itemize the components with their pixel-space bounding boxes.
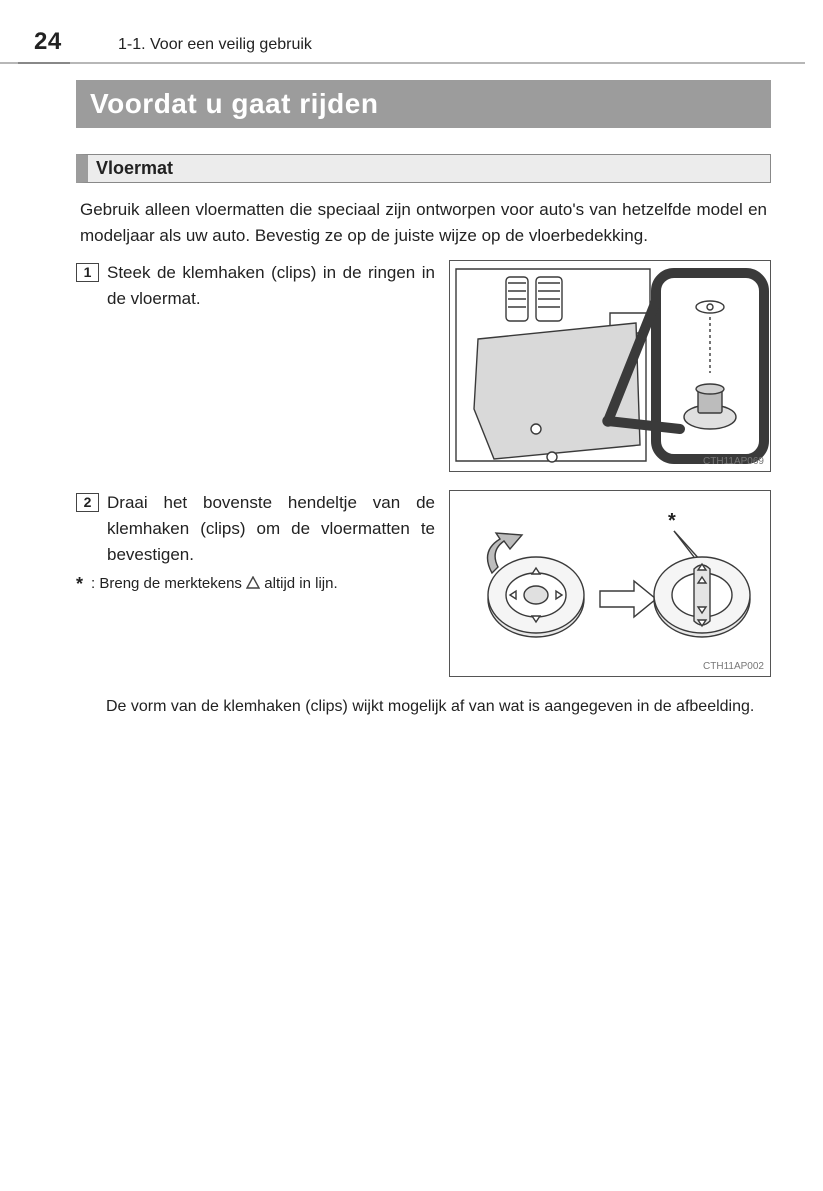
asterisk-marker: *: [76, 575, 83, 593]
section-label: 1-1. Voor een veilig gebruik: [118, 36, 312, 54]
page-number: 24: [34, 28, 62, 56]
step-row: 1 Steek de klemhaken (clips) in de ringe…: [76, 260, 771, 472]
footnote-prefix: : Breng de merktekens: [91, 575, 246, 592]
tail-note: De vorm van de klemhaken (clips) wijkt m…: [106, 695, 771, 719]
figure-floor-mat: CTH11AP069: [449, 260, 771, 472]
figure-code: CTH11AP002: [703, 661, 764, 672]
triangle-icon: [246, 576, 260, 589]
step-text: Steek de klemhaken (clips) in de ringen …: [107, 260, 435, 313]
subheading-box: Vloermat: [76, 154, 771, 183]
step-number-box: 1: [76, 263, 99, 282]
figure-code: CTH11AP069: [703, 456, 764, 467]
header-rule: [0, 62, 805, 64]
page-header: 24 1-1. Voor een veilig gebruik: [0, 28, 823, 62]
step-text-column: 2 Draai het bovenste hendeltje van de kl…: [76, 490, 435, 596]
footnote-suffix: altijd in lijn.: [264, 575, 337, 592]
manual-page: 24 1-1. Voor een veilig gebruik Voordat …: [0, 0, 823, 1191]
step-row: 2 Draai het bovenste hendeltje van de kl…: [76, 490, 771, 677]
page-body: Voordat u gaat rijden Vloermat Gebruik a…: [76, 80, 771, 735]
floor-mat-illustration-icon: [450, 261, 770, 471]
svg-text:*: *: [668, 510, 676, 532]
step-footnote: * : Breng de merktekens altijd in lijn.: [76, 573, 435, 596]
clip-rotate-illustration-icon: *: [450, 491, 770, 676]
chapter-title: Voordat u gaat rijden: [90, 88, 378, 119]
step-text: Draai het bovenste hendeltje van de klem…: [107, 490, 435, 569]
header-rule-accent: [18, 62, 70, 64]
footnote-text: : Breng de merktekens altijd in lijn.: [91, 573, 338, 596]
step-text-column: 1 Steek de klemhaken (clips) in de ringe…: [76, 260, 435, 313]
step-number-box: 2: [76, 493, 99, 512]
chapter-title-bar: Voordat u gaat rijden: [76, 80, 771, 128]
subheading-text: Vloermat: [96, 158, 173, 178]
figure-clip-rotate: *: [449, 490, 771, 677]
intro-paragraph: Gebruik alleen vloermatten die speciaal …: [76, 197, 771, 250]
